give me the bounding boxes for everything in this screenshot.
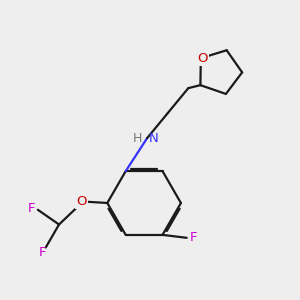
Text: F: F [39, 246, 46, 259]
Text: H: H [133, 132, 142, 145]
Text: O: O [76, 195, 87, 208]
Text: F: F [28, 202, 35, 215]
Text: N: N [149, 132, 158, 145]
Text: O: O [197, 52, 208, 65]
Text: F: F [189, 231, 197, 244]
